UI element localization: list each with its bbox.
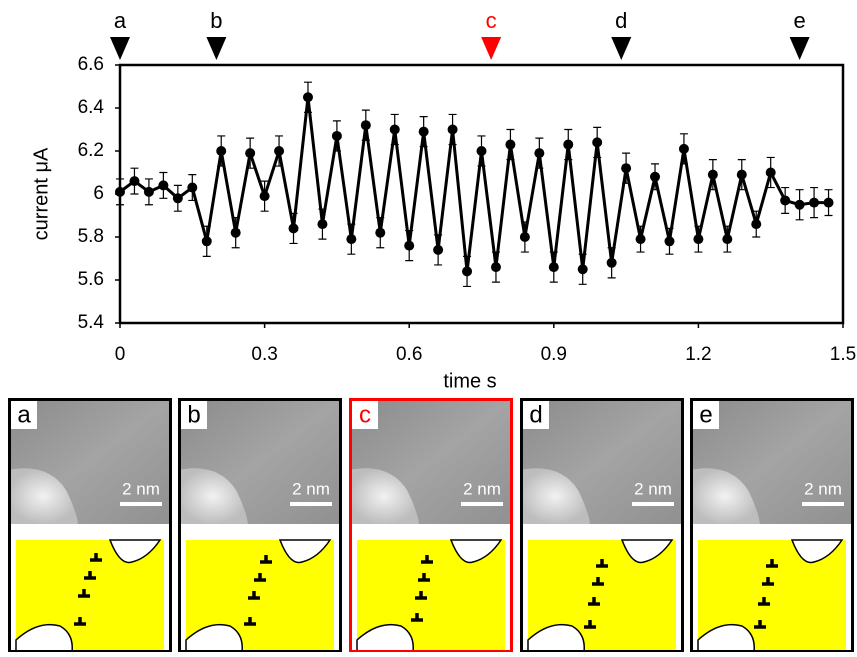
marker-arrow [790, 37, 810, 60]
data-point [534, 148, 544, 158]
panel-label: d [529, 401, 542, 428]
data-point [607, 258, 617, 268]
data-point [708, 170, 718, 180]
data-point [795, 200, 805, 210]
scale-label: 2 nm [634, 479, 672, 498]
data-point [245, 148, 255, 158]
panel-label: a [17, 401, 31, 428]
data-point [549, 262, 559, 272]
data-point [520, 232, 530, 242]
data-point [462, 266, 472, 276]
data-point [679, 144, 689, 154]
data-point [158, 180, 168, 190]
data-point [824, 198, 834, 208]
data-point [448, 125, 458, 135]
data-point [766, 168, 776, 178]
marker-label: d [615, 8, 627, 33]
x-tick-label: 0.3 [251, 344, 277, 365]
y-tick-label: 5.8 [78, 226, 104, 247]
panel: 2 nm a [8, 398, 172, 652]
marker-arrow [206, 37, 226, 60]
y-tick-label: 5.6 [78, 269, 104, 290]
data-point [491, 262, 501, 272]
data-point [664, 236, 674, 246]
data-point [375, 228, 385, 238]
panel: 2 nm b [178, 398, 342, 652]
scale-bar [802, 502, 844, 506]
y-tick-label: 6.6 [78, 54, 104, 75]
data-point [693, 234, 703, 244]
data-point [231, 228, 241, 238]
scale-bar [461, 502, 503, 506]
x-axis-label: time s [443, 370, 496, 392]
data-point [737, 170, 747, 180]
y-tick-label: 6 [93, 183, 104, 204]
scale-label: 2 nm [463, 479, 501, 498]
marker-arrow [611, 37, 631, 60]
data-point [578, 264, 588, 274]
data-point [621, 163, 631, 173]
data-point [636, 234, 646, 244]
data-point [144, 187, 154, 197]
data-point [505, 140, 515, 150]
y-tick-label: 6.2 [78, 140, 104, 161]
scale-bar [290, 502, 332, 506]
panel: 2 nm d [520, 398, 684, 652]
figure: time s current μA 5.4 5.6 5.8 6 6.2 6.4 6.6 0 0.… [0, 0, 857, 652]
data-point [289, 223, 299, 233]
scale-bar [120, 502, 162, 506]
panel-label: b [187, 401, 200, 428]
data-point [390, 125, 400, 135]
data-point [274, 146, 284, 156]
marker-arrow [110, 37, 130, 60]
data-point [216, 146, 226, 156]
panel-label: c [359, 401, 371, 428]
x-tick-label: 0 [115, 344, 126, 365]
x-tick-label: 0.6 [396, 344, 422, 365]
data-point [433, 245, 443, 255]
scale-label: 2 nm [292, 479, 330, 498]
data-line [120, 97, 829, 271]
data-point [332, 131, 342, 141]
marker-label: e [793, 8, 805, 33]
x-tick-label: 1.2 [685, 344, 711, 365]
data-point [173, 193, 183, 203]
y-tick-label: 5.4 [78, 312, 105, 333]
data-point [303, 92, 313, 102]
marker-label: c [486, 8, 497, 33]
data-point [260, 191, 270, 201]
data-point [650, 172, 660, 182]
data-point [477, 146, 487, 156]
data-point [361, 120, 371, 130]
x-tick-label: 0.9 [541, 344, 567, 365]
marker-label: b [210, 8, 222, 33]
scale-label: 2 nm [804, 479, 842, 498]
data-point [317, 219, 327, 229]
data-point [346, 234, 356, 244]
x-tick-label: 1.5 [830, 344, 856, 365]
panel: 2 nm e [690, 398, 854, 652]
panel: 2 nm c [349, 398, 513, 652]
data-point [404, 241, 414, 251]
marker-label: a [114, 8, 127, 33]
data-point [592, 137, 602, 147]
data-point [780, 195, 790, 205]
data-point [722, 234, 732, 244]
scale-bar [632, 502, 674, 506]
y-axis-label: current μA [30, 147, 52, 240]
data-point [419, 127, 429, 137]
marker-arrow [481, 37, 501, 60]
y-tick-label: 6.4 [78, 97, 105, 118]
data-point [809, 198, 819, 208]
data-point [187, 183, 197, 193]
data-point [751, 219, 761, 229]
data-point [129, 176, 139, 186]
data-point [202, 236, 212, 246]
data-point [115, 187, 125, 197]
panel-label: e [699, 401, 712, 428]
data-point [563, 140, 573, 150]
scale-label: 2 nm [122, 479, 160, 498]
